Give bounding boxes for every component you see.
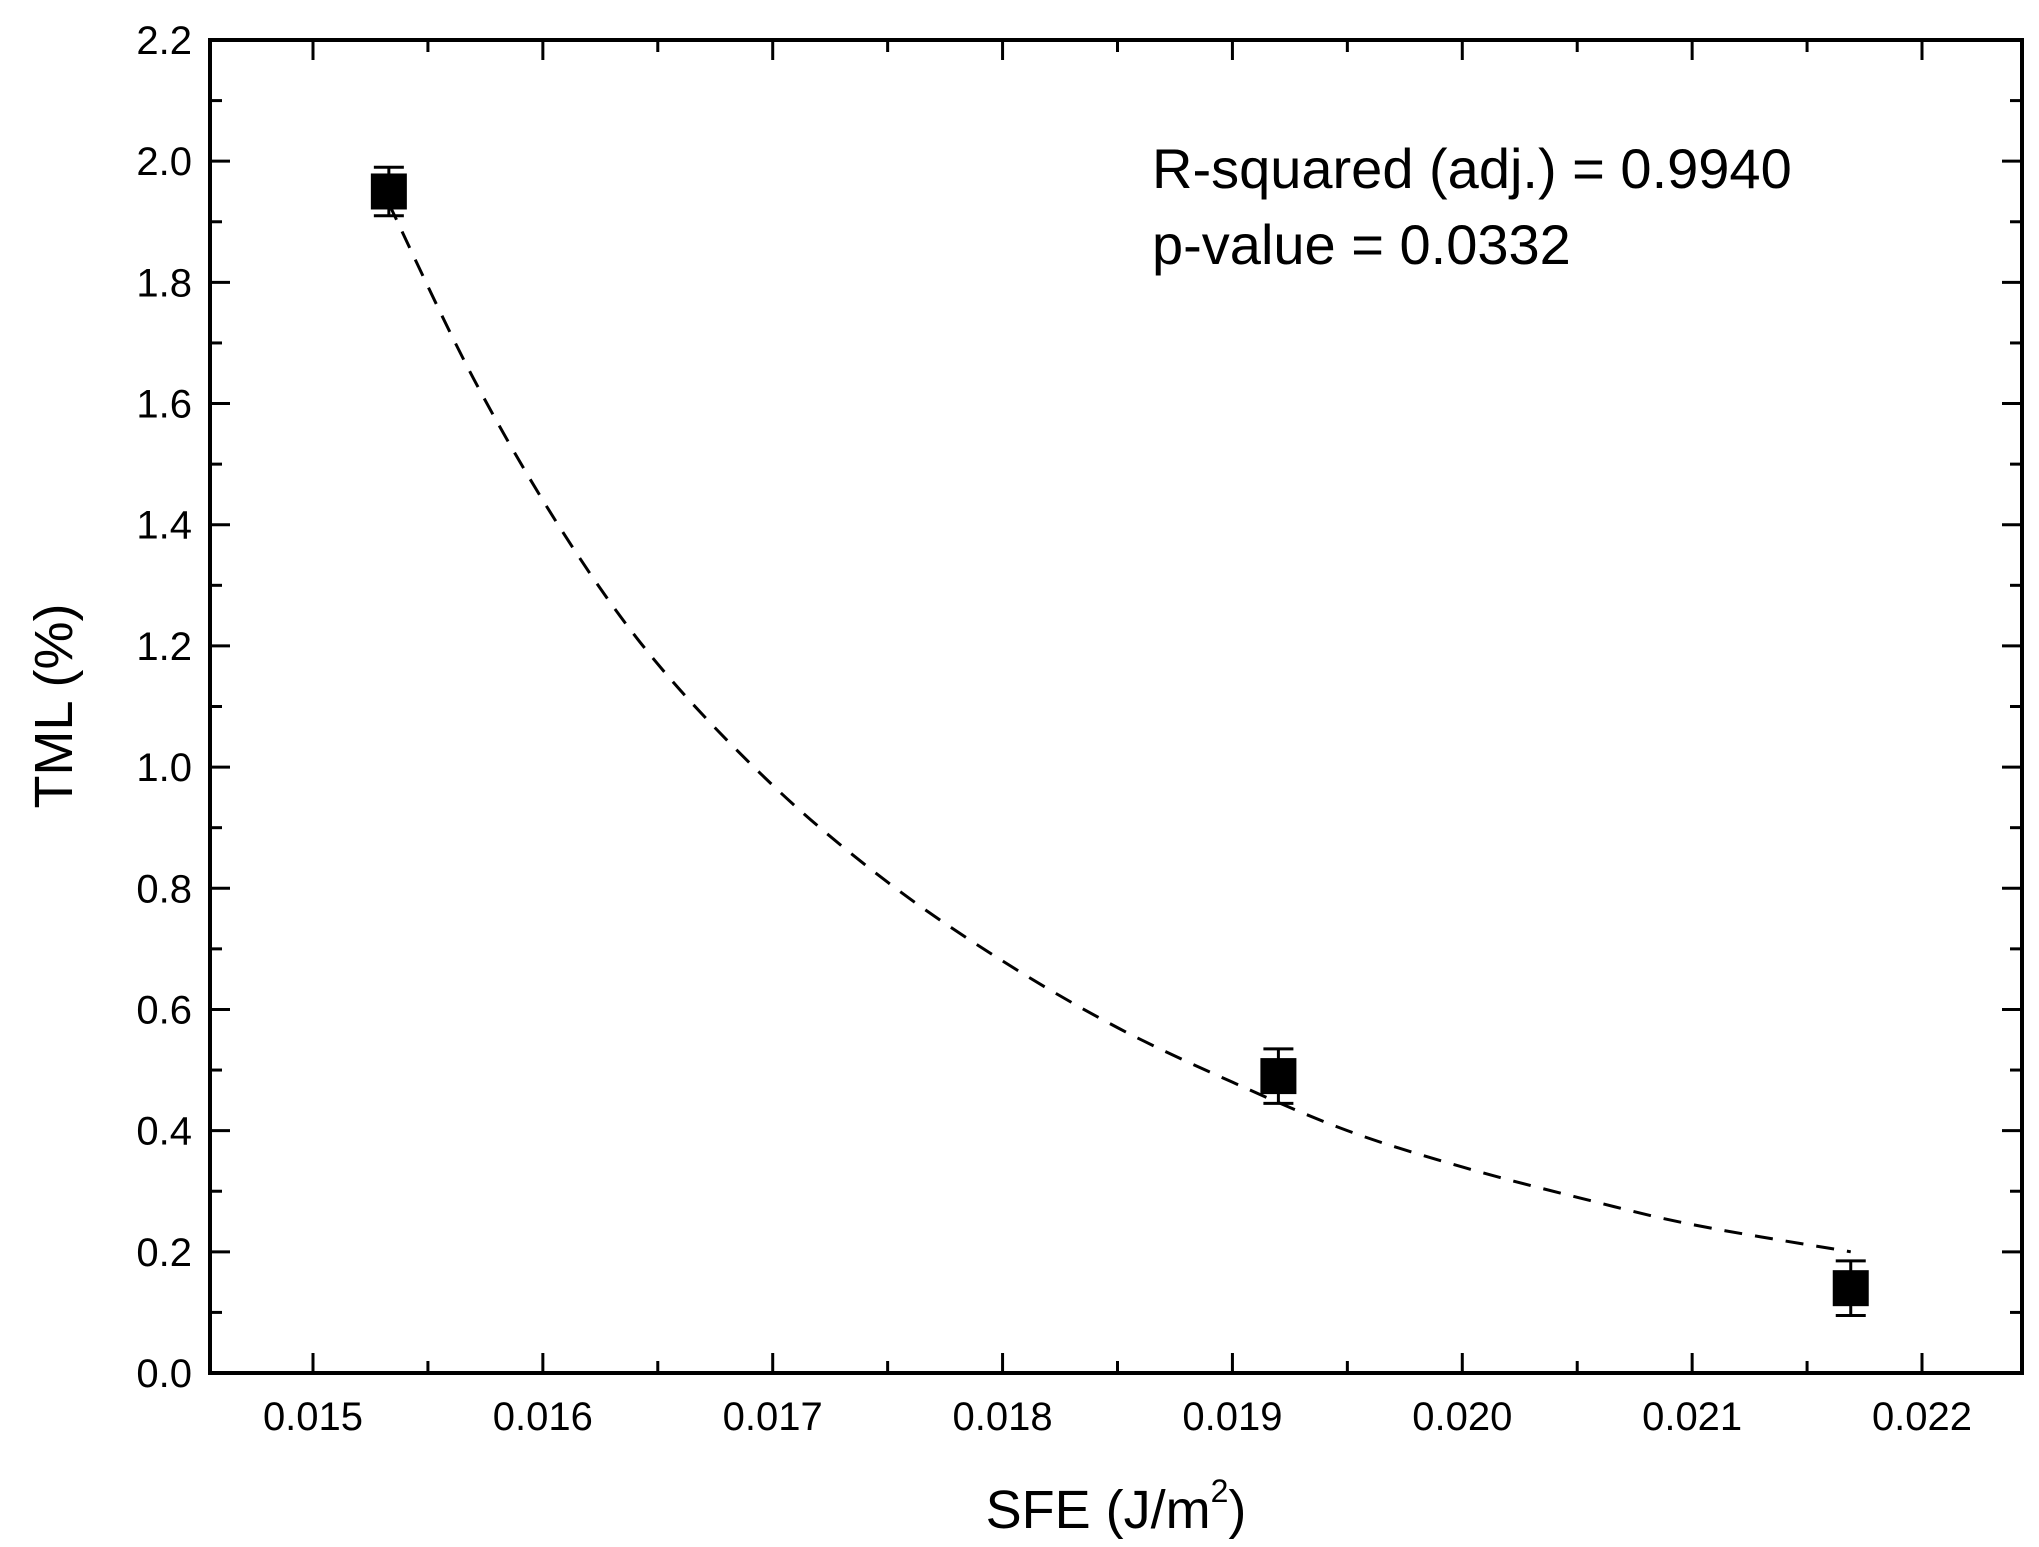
y-tick-label: 0.6 (136, 988, 192, 1032)
x-axis-title-superscript: 2 (1211, 1473, 1229, 1509)
plot-frame (208, 38, 2024, 1375)
square-marker (1832, 1270, 1869, 1307)
x-tick-label: 0.016 (493, 1395, 593, 1439)
annotation-p-value: p-value = 0.0332 (1152, 213, 1571, 276)
fit-curve (387, 202, 1851, 1254)
x-axis-title-end: ) (1228, 1480, 1246, 1540)
x-tick-label: 0.017 (723, 1395, 823, 1439)
y-axis-title: TML (%) (24, 604, 84, 809)
x-tick-label: 0.018 (953, 1395, 1053, 1439)
y-tick-label: 1.0 (136, 746, 192, 790)
x-axis-title: SFE (J/m2) (986, 1473, 1247, 1540)
x-tick-label: 0.020 (1412, 1395, 1512, 1439)
data-point (370, 165, 407, 218)
y-tick-label: 0.0 (136, 1352, 192, 1396)
y-tick-label: 2.0 (136, 140, 192, 184)
y-tick-label: 0.4 (136, 1110, 192, 1154)
y-tick-label: 2.2 (136, 19, 192, 63)
y-tick-label: 0.8 (136, 867, 192, 911)
x-tick-label: 0.021 (1642, 1395, 1742, 1439)
square-marker (1260, 1058, 1297, 1095)
square-marker (370, 173, 407, 210)
axis-ticks (210, 38, 2022, 1375)
y-tick-label: 1.8 (136, 261, 192, 305)
x-tick-label: 0.019 (1182, 1395, 1282, 1439)
x-tick-label: 0.015 (263, 1395, 363, 1439)
data-point (1260, 1047, 1297, 1105)
y-tick-label: 1.4 (136, 504, 192, 548)
x-tick-label: 0.022 (1872, 1395, 1972, 1439)
y-tick-label: 0.2 (136, 1231, 192, 1275)
y-tick-label: 1.2 (136, 625, 192, 669)
data-point (1832, 1259, 1869, 1317)
x-axis-title-main: SFE (J/m (986, 1480, 1211, 1540)
y-tick-label: 1.6 (136, 383, 192, 427)
axis-tick-labels: 0.015 0.016 0.017 0.018 0.019 0.020 0.021 0.022… (136, 19, 1972, 1439)
data-points (370, 165, 1869, 1317)
annotation-r-squared: R-squared (adj.) = 0.9940 (1152, 137, 1792, 200)
